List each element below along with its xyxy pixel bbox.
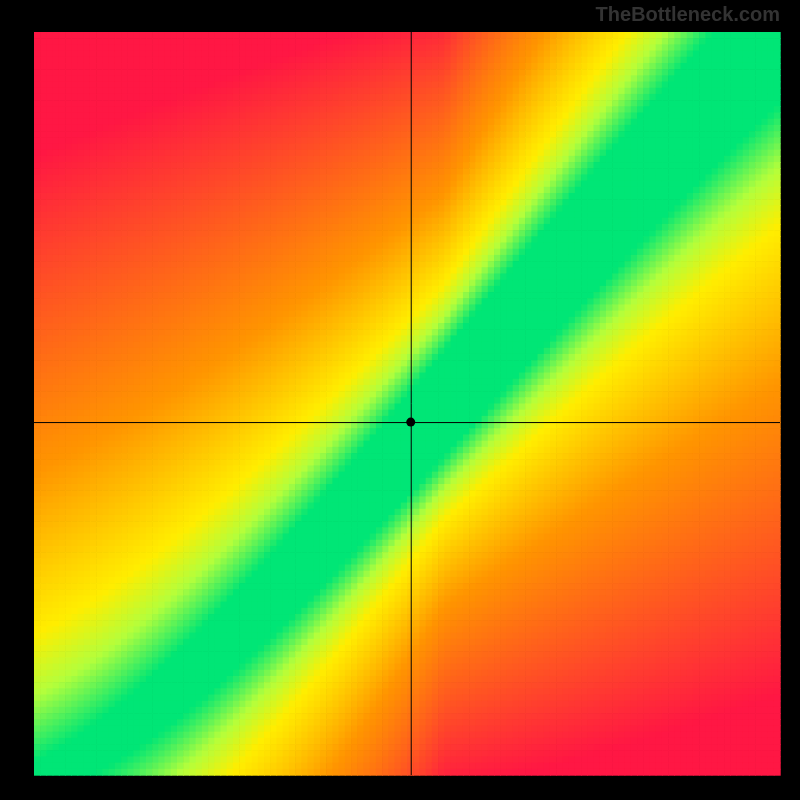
- heatmap-canvas: [0, 0, 800, 800]
- watermark-text: TheBottleneck.com: [596, 4, 780, 27]
- chart-container: TheBottleneck.com: [0, 0, 800, 800]
